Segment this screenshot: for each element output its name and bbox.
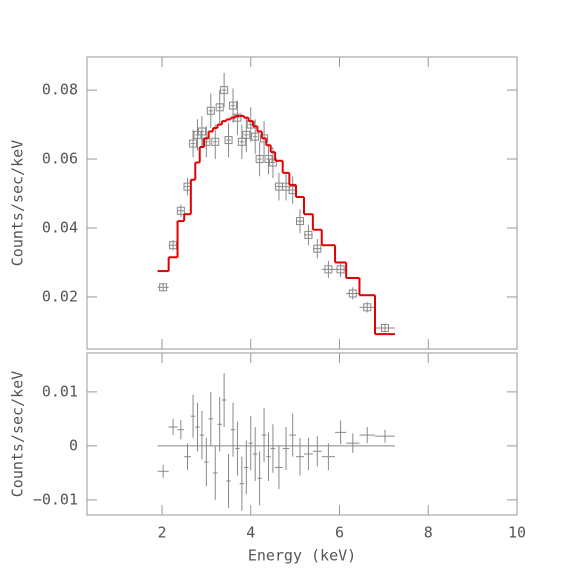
data-point bbox=[304, 230, 313, 239]
y-tick-label: 0.02 bbox=[42, 287, 78, 305]
y-tick-label: 0.01 bbox=[42, 382, 78, 400]
y-tick-label: −0.01 bbox=[33, 490, 78, 508]
y-axis-label: Counts/sec/keV bbox=[9, 140, 27, 266]
x-tick-label: 2 bbox=[157, 524, 166, 542]
data-point bbox=[197, 127, 206, 136]
data-point bbox=[189, 139, 198, 148]
bottom-panel-frame bbox=[86, 352, 518, 516]
data-point bbox=[348, 289, 357, 298]
data-point bbox=[380, 323, 389, 332]
data-point bbox=[336, 265, 345, 274]
data-point bbox=[324, 265, 333, 274]
data-point bbox=[363, 303, 372, 312]
data-point bbox=[220, 86, 229, 95]
data-point bbox=[215, 103, 224, 112]
data-point bbox=[242, 130, 251, 139]
data-point bbox=[260, 134, 269, 143]
data-point bbox=[237, 137, 246, 146]
data-point bbox=[159, 283, 168, 292]
x-tick-label: 6 bbox=[335, 524, 344, 542]
data-point bbox=[211, 137, 220, 146]
data-point bbox=[176, 206, 185, 215]
top-panel-frame bbox=[86, 56, 518, 350]
y-axis-label: Counts/sec/keV bbox=[9, 371, 27, 497]
data-point bbox=[255, 155, 264, 164]
data-point bbox=[268, 158, 277, 167]
x-tick-label: 8 bbox=[424, 524, 433, 542]
data-point bbox=[206, 106, 215, 115]
data-point bbox=[228, 101, 237, 110]
y-tick-label: 0.08 bbox=[42, 81, 78, 99]
data-point bbox=[296, 217, 305, 226]
y-tick-label: 0.04 bbox=[42, 218, 78, 236]
y-tick-label: 0 bbox=[69, 436, 78, 454]
data-point bbox=[224, 136, 233, 145]
x-tick-label: 4 bbox=[246, 524, 255, 542]
y-tick-label: 0.06 bbox=[42, 150, 78, 168]
data-point bbox=[251, 132, 260, 141]
x-axis-label: Energy (keV) bbox=[248, 547, 356, 565]
x-tick-label: 10 bbox=[508, 524, 526, 542]
data-point bbox=[313, 244, 322, 253]
